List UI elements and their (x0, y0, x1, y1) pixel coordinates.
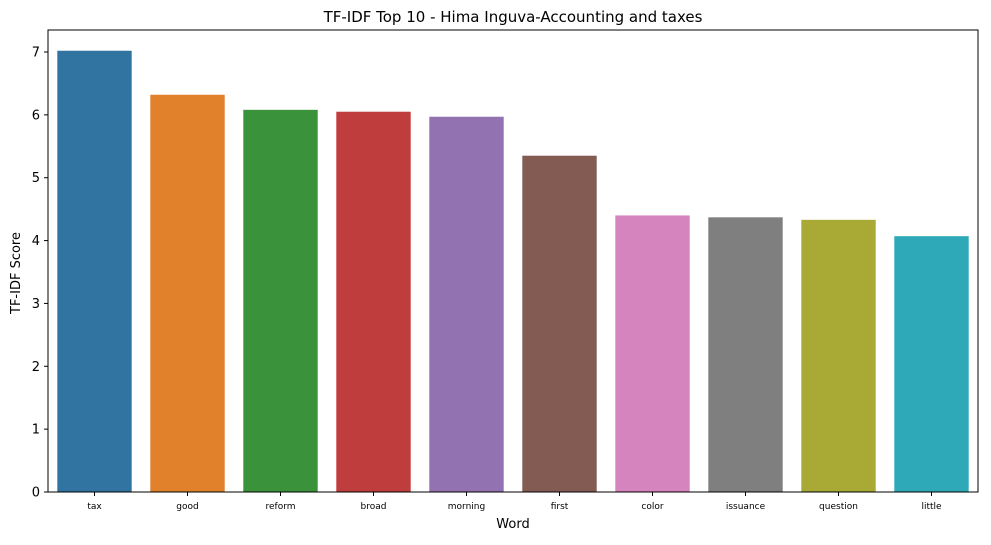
bar-reform (243, 109, 318, 492)
x-tick-label: reform (265, 502, 295, 512)
x-tick-label: question (819, 502, 858, 512)
y-tick-label: 0 (32, 486, 40, 501)
x-axis: tax good reform broad morning first color issua… (87, 492, 942, 512)
y-tick-label: 6 (32, 108, 40, 123)
bar-tax (57, 50, 132, 492)
x-tick-label: issuance (726, 502, 766, 512)
y-tick-label: 7 (32, 46, 40, 61)
chart-title: TF-IDF Top 10 - Hima Inguva-Accounting a… (323, 8, 703, 26)
plot-frame (47, 29, 979, 493)
x-tick-label: broad (361, 502, 387, 512)
y-axis-label: TF-IDF Score (9, 232, 24, 315)
bar-little (894, 236, 969, 492)
bar-morning (429, 116, 504, 492)
y-tick-label: 3 (32, 297, 40, 312)
y-tick-label: 2 (32, 360, 40, 375)
y-axis: 0 1 2 3 4 5 6 7 (32, 46, 48, 501)
bar-first (522, 155, 597, 492)
x-tick-label: first (551, 502, 569, 512)
y-tick-label: 4 (32, 234, 40, 249)
y-tick-label: 1 (32, 423, 40, 438)
bar-color (615, 215, 690, 492)
x-axis-label: Word (496, 517, 529, 532)
y-tick-label: 5 (32, 171, 40, 186)
x-tick-label: good (176, 502, 198, 512)
plot-area (57, 50, 969, 493)
x-tick-label: color (641, 502, 663, 512)
bar-broad (336, 111, 411, 492)
bar-good (150, 94, 225, 492)
bar-issuance (708, 217, 783, 493)
x-tick-label: morning (448, 502, 485, 512)
x-tick-label: little (921, 502, 942, 512)
bar-question (801, 219, 876, 493)
x-tick-label: tax (87, 502, 102, 512)
